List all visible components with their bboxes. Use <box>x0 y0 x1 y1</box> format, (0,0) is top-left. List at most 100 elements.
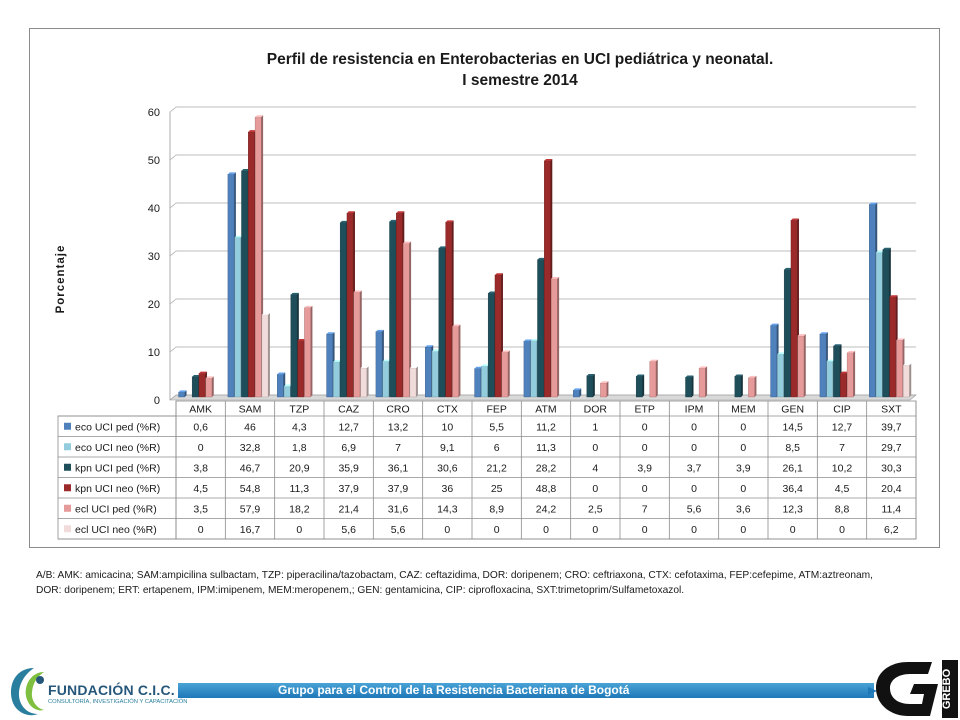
bar-ecl_ped-caz <box>353 292 361 398</box>
bar-eco_neo-fep <box>481 366 488 398</box>
bar-top-kpn_neo-cro <box>396 211 405 214</box>
data-label: 0 <box>642 524 648 536</box>
bar-kpn_ped-fep <box>487 293 495 398</box>
fundacion-logo-icon <box>10 668 44 716</box>
bar-side-ecl_neo-sam <box>268 313 270 397</box>
bar-kpn_neo-cro <box>396 212 403 398</box>
bar-side-ecl_ped-etp <box>655 359 658 397</box>
bar-kpn_neo-ctx <box>445 221 453 398</box>
data-label: 3,9 <box>736 462 751 474</box>
x-tick-label: AMK <box>189 404 212 416</box>
legend-swatch-ecl_ped <box>64 504 71 512</box>
bar-top-eco_neo-sam <box>234 235 243 238</box>
data-label: 0 <box>839 524 845 536</box>
bar-side-ecl_ped-gen <box>803 334 806 397</box>
y-tick-label: 0 <box>154 395 160 407</box>
bar-top-ecl_ped-sam <box>255 115 264 118</box>
bar-kpn_ped-ipm <box>685 377 692 398</box>
bar-eco_neo-cro <box>382 361 390 398</box>
bar-ecl_neo-sxt <box>903 365 910 398</box>
data-label: 0 <box>444 524 450 536</box>
data-label: 21,4 <box>338 503 359 515</box>
data-label: 20,9 <box>289 462 310 474</box>
data-label: 21,2 <box>486 462 507 474</box>
bar-top-ecl_ped-caz <box>353 290 362 293</box>
bar-top-ecl_ped-etp <box>649 359 658 362</box>
bar-top-ecl_neo-sam <box>261 313 270 315</box>
bar-ecl_ped-sxt <box>896 340 903 398</box>
data-label: 13,2 <box>388 421 409 433</box>
bar-side-ecl_neo-cro <box>416 366 418 397</box>
bar-kpn_ped-gen <box>783 269 791 398</box>
bar-kpn_ped-amk <box>191 376 199 398</box>
grebo-logo-text: GREBO <box>941 668 953 709</box>
bar-top-eco_ped-dor <box>573 388 582 391</box>
bar-top-kpn_ped-ctx <box>438 246 447 249</box>
bar-kpn_neo-caz <box>346 212 354 398</box>
bar-top-kpn_neo-ctx <box>445 220 454 223</box>
data-label: 5,6 <box>391 524 406 536</box>
bar-side-ecl_neo-caz <box>366 366 369 397</box>
legend-swatch-kpn_ped <box>64 463 71 471</box>
bar-top-eco_neo-fep <box>481 364 490 367</box>
bar-side-ecl_ped-ctx <box>458 324 461 397</box>
x-tick-label: TZP <box>289 404 309 416</box>
bar-top-eco_neo-sxt <box>876 250 885 253</box>
data-label: 37,9 <box>388 483 409 495</box>
bar-kpn_neo-atm <box>544 160 551 398</box>
data-label: 0 <box>790 524 796 536</box>
bar-top-ecl_ped-mem <box>748 375 757 378</box>
bar-top-kpn_neo-cip <box>840 371 849 374</box>
bar-top-eco_ped-atm <box>523 339 532 342</box>
data-label: 0 <box>592 442 598 454</box>
bar-side-ecl_ped-atm <box>557 277 560 397</box>
bar-eco_neo-ctx <box>431 351 439 398</box>
bar-top-kpn_ped-atm <box>537 257 546 260</box>
bar-side-eco_ped-amk <box>184 390 187 397</box>
bar-side-kpn_ped-mem <box>741 374 743 397</box>
data-label: 7 <box>839 442 845 454</box>
bar-side-ecl_ped-cro <box>409 241 412 397</box>
legend-label: kpn UCI ped (%R) <box>75 462 160 474</box>
bar-eco_ped-amk <box>178 391 185 398</box>
bar-kpn_ped-caz <box>339 222 347 398</box>
bar-top-eco_neo-atm <box>530 338 539 341</box>
data-label: 0 <box>691 483 697 495</box>
bar-top-kpn_ped-ipm <box>685 375 694 378</box>
bar-eco_ped-sam <box>227 173 235 398</box>
bar-eco_ped-gen <box>770 325 777 398</box>
y-tick-label: 10 <box>148 347 160 359</box>
bar-kpn_ped-mem <box>734 376 742 398</box>
x-tick-label: CTX <box>437 404 458 416</box>
bar-top-eco_ped-cro <box>375 329 384 332</box>
legend-swatch-eco_ped <box>64 422 71 430</box>
data-label: 12,3 <box>782 503 803 515</box>
data-label: 5,6 <box>687 503 702 515</box>
bar-top-eco_neo-caz <box>333 360 342 362</box>
bar-top-ecl_ped-ipm <box>699 366 708 369</box>
data-label: 4,5 <box>835 483 850 495</box>
x-tick-label: FEP <box>486 404 506 416</box>
bar-side-ecl_ped-tzp <box>310 305 313 397</box>
data-label: 0 <box>198 524 204 536</box>
bar-kpn_ped-atm <box>537 259 544 398</box>
bar-ecl_ped-ctx <box>452 326 459 398</box>
data-label: 36 <box>441 483 453 495</box>
bar-eco_neo-gen <box>777 354 784 398</box>
bar-ecl_ped-cip <box>846 352 854 398</box>
bar-kpn_ped-etp <box>635 376 643 398</box>
bar-top-eco_neo-gen <box>777 352 786 355</box>
data-label: 24,2 <box>536 503 557 515</box>
bar-top-kpn_ped-fep <box>488 291 497 294</box>
legend-swatch-kpn_neo <box>64 484 71 492</box>
bar-top-kpn_neo-tzp <box>297 338 306 341</box>
data-label: 0 <box>740 442 746 454</box>
grebo-logo-icon: GREBO <box>876 660 958 718</box>
banner-tail <box>868 687 877 695</box>
bar-side-kpn_ped-etp <box>642 374 645 397</box>
data-label: 0 <box>642 442 648 454</box>
data-label: 32,8 <box>240 442 261 454</box>
data-label: 37,9 <box>338 483 359 495</box>
bar-top-ecl_ped-cip <box>847 350 856 353</box>
